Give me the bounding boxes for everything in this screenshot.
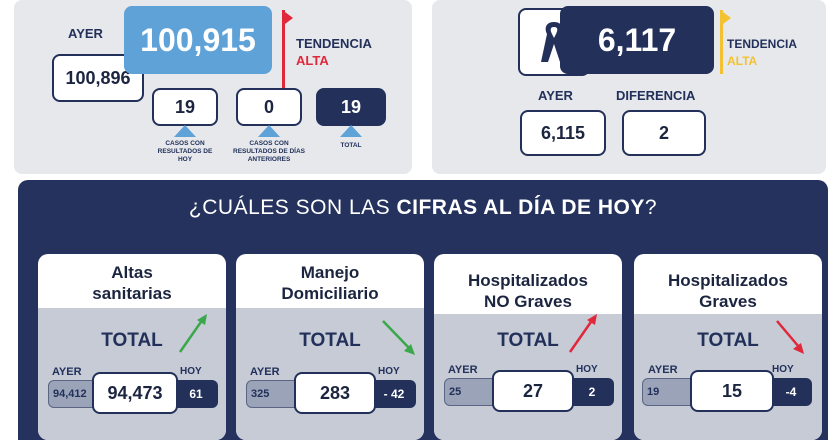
card-hospitalizados-graves: Hospitalizados Graves TOTAL AYER HOY 19 -… bbox=[634, 254, 822, 440]
hoy-value: 2 bbox=[570, 378, 614, 406]
trend-flag-icon bbox=[282, 10, 285, 106]
card-manejo-domiciliario: Manejo Domiciliario TOTAL AYER HOY 325 - … bbox=[236, 254, 424, 440]
ayer-label: AYER bbox=[68, 26, 103, 41]
trend-flag-yellow-icon bbox=[720, 10, 723, 74]
total-counter-label: TOTAL bbox=[340, 142, 362, 149]
total-value: 94,473 bbox=[92, 372, 178, 414]
hoy-label: HOY bbox=[180, 366, 202, 377]
trend-down-arrow-icon bbox=[382, 320, 415, 355]
card-title: Hospitalizados Graves bbox=[668, 271, 788, 311]
total-pointer-icon bbox=[340, 125, 362, 137]
total-label: TOTAL bbox=[697, 330, 759, 351]
hoy-value: - 42 bbox=[372, 380, 416, 408]
hoy-label: HOY bbox=[772, 364, 794, 375]
hoy-label: HOY bbox=[576, 364, 598, 375]
casos-anteriores-box: 0 bbox=[236, 88, 302, 126]
card-title: Manejo Domiciliario bbox=[281, 263, 379, 303]
confirmed-total-value: 100,915 bbox=[124, 6, 272, 74]
casos-anteriores-label: CASOS CON RESULTADOS DE DÍAS ANTERIORES bbox=[233, 140, 305, 163]
total-label: TOTAL bbox=[497, 330, 559, 351]
diferencia-box: 2 bbox=[622, 110, 706, 156]
card-body: TOTAL AYER HOY 94,412 61 94,473 bbox=[38, 308, 226, 440]
ayer-label: AYER bbox=[250, 366, 280, 378]
trend-flag-tip-icon bbox=[285, 12, 293, 24]
total-label: TOTAL bbox=[299, 330, 361, 351]
casos-hoy-pointer-icon bbox=[174, 125, 196, 137]
casos-hoy-box: 19 bbox=[152, 88, 218, 126]
hoy-value: -4 bbox=[770, 378, 812, 406]
ayer-label: AYER bbox=[448, 364, 478, 376]
card-title: Hospitalizados NO Graves bbox=[468, 271, 588, 311]
trend-up-arrow-icon bbox=[568, 314, 597, 353]
total-value: 15 bbox=[690, 370, 774, 412]
tendencia-label: TENDENCIA bbox=[296, 36, 372, 51]
card-body: TOTAL AYER HOY 325 - 42 283 bbox=[236, 308, 424, 440]
card-body: TOTAL AYER HOY 19 -4 15 bbox=[634, 314, 822, 440]
total-value: 27 bbox=[492, 370, 574, 412]
trend-up-arrow-icon bbox=[178, 314, 207, 353]
section-heading: ¿CUÁLES SON LAS CIFRAS AL DÍA DE HOY? bbox=[188, 196, 658, 219]
hoy-label: HOY bbox=[378, 366, 400, 377]
trend-down-arrow-icon bbox=[776, 320, 804, 354]
casos-hoy-label: CASOS CON RESULTADOS DE HOY bbox=[157, 140, 213, 163]
total-counter-box: 19 bbox=[316, 88, 386, 126]
hoy-value: 61 bbox=[174, 380, 218, 408]
total-value: 283 bbox=[294, 372, 376, 414]
card-body: TOTAL AYER HOY 25 2 27 bbox=[434, 314, 622, 440]
trend-flag-yellow-tip-icon bbox=[723, 12, 731, 24]
deaths-total-value: 6,117 bbox=[560, 6, 714, 74]
deaths-ayer-label: AYER bbox=[538, 88, 573, 103]
diferencia-label: DIFERENCIA bbox=[616, 88, 696, 103]
card-title: Altas sanitarias bbox=[92, 263, 172, 303]
ayer-label: AYER bbox=[648, 364, 678, 376]
deaths-ayer-box: 6,115 bbox=[520, 110, 606, 156]
tendencia-value: ALTA bbox=[296, 53, 329, 68]
card-hospitalizados-no-graves: Hospitalizados NO Graves TOTAL AYER HOY 2… bbox=[434, 254, 622, 440]
casos-anteriores-pointer-icon bbox=[258, 125, 280, 137]
card-altas-sanitarias: Altas sanitarias TOTAL AYER HOY 94,412 61… bbox=[38, 254, 226, 440]
ayer-label: AYER bbox=[52, 366, 82, 378]
total-label: TOTAL bbox=[101, 330, 163, 351]
deaths-tendencia-label: TENDENCIA bbox=[727, 37, 798, 51]
deaths-tendencia-value: ALTA bbox=[727, 54, 758, 68]
